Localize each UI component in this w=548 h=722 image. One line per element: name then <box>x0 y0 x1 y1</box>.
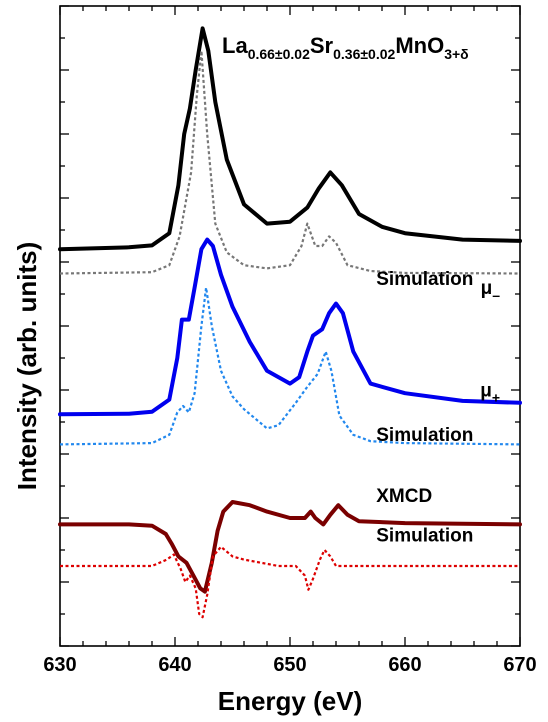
series-line-1 <box>58 26 522 252</box>
series-label-1: μ– <box>481 278 501 303</box>
x-tick-label: 660 <box>388 654 421 676</box>
plot-area-frame <box>59 5 521 647</box>
series-line-5 <box>58 500 522 594</box>
series-layer <box>58 26 522 619</box>
x-tick-labels: 630 640 650 660 670 <box>43 654 536 676</box>
series-label-6: Simulation <box>376 526 473 547</box>
series-line-6 <box>60 545 520 619</box>
x-tick-label: 670 <box>503 654 536 676</box>
axis-ticks <box>59 5 521 647</box>
x-tick-label: 630 <box>43 654 76 676</box>
series-label-5: XMCD <box>376 486 432 507</box>
x-axis-title: Energy (eV) <box>218 686 363 716</box>
series-label-3: μ+ <box>480 380 500 405</box>
series-line-3 <box>58 237 522 417</box>
series-label-4: Simulation <box>376 425 473 446</box>
series-label-2: Simulation <box>376 269 473 290</box>
x-tick-label: 640 <box>158 654 191 676</box>
chart-title: La0.66±0.02Sr0.36±0.02MnO3+δ <box>222 33 469 62</box>
series-line-4 <box>59 286 521 446</box>
x-tick-label: 650 <box>273 654 306 676</box>
series-labels: μ– Simulation μ+ Simulation XMCD Simulation <box>376 269 500 547</box>
y-axis-title: Intensity (arb. units) <box>12 242 42 490</box>
